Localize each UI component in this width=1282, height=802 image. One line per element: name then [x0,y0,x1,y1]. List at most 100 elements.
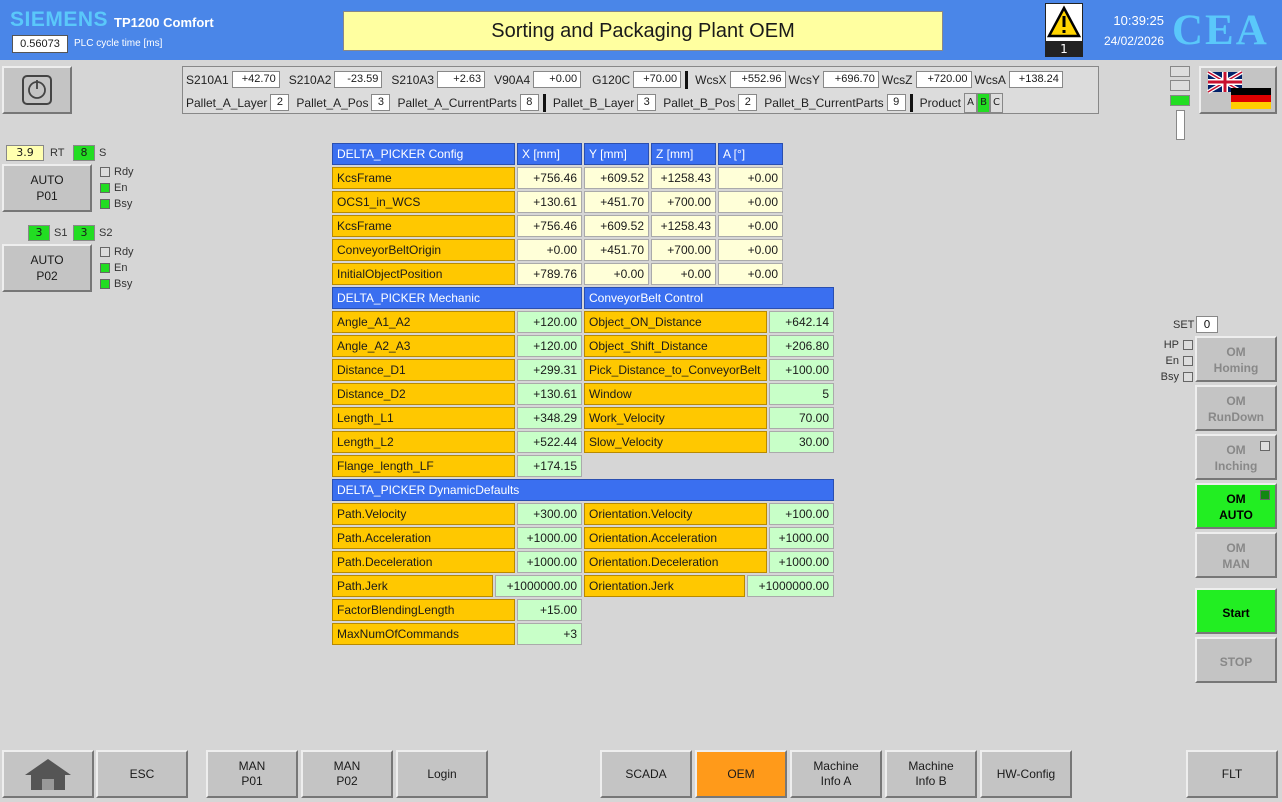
oem-button[interactable]: OEM [695,750,787,798]
dynamic-label: Orientation.Deceleration [584,551,767,573]
mechanic-label: Distance_D2 [332,383,515,405]
config-value[interactable]: +0.00 [718,167,783,189]
om-inching-button[interactable]: OM Inching [1195,434,1277,480]
machine-info-a-button[interactable]: Machine Info A [790,750,882,798]
dynamic-value[interactable]: +300.00 [517,503,582,525]
s-label: S [99,147,107,159]
config-value[interactable]: +789.76 [517,263,582,285]
config-value[interactable]: +0.00 [718,239,783,261]
man-p02-line2: P02 [336,774,358,788]
om-man-button[interactable]: OM MAN [1195,532,1277,578]
home-button[interactable] [2,750,94,798]
set-value[interactable]: 0 [1196,316,1218,333]
esc-button[interactable]: ESC [96,750,188,798]
pallet-label: Pallet_A_CurrentParts [397,95,517,110]
dynamic-value[interactable]: +100.00 [769,503,834,525]
auto-p01-button[interactable]: AUTO P01 [2,164,92,212]
config-value[interactable]: +700.00 [651,239,716,261]
conveyor-label: Work_Velocity [584,407,767,429]
mechanic-label: Flange_length_LF [332,455,515,477]
status-bar-axes: S210A1 +42.70 S210A2 -23.59 S210A3 +2.63… [183,68,1063,91]
axis-value: +0.00 [533,71,582,88]
man-p02-button[interactable]: MAN P02 [301,750,393,798]
s1-value: 3 [28,225,50,241]
config-value[interactable]: +0.00 [718,263,783,285]
config-value[interactable]: +756.46 [517,167,582,189]
product-a[interactable]: A [964,92,978,113]
config-value[interactable]: +451.70 [584,239,649,261]
config-value[interactable]: +0.00 [651,263,716,285]
config-value[interactable]: +700.00 [651,191,716,213]
config-value[interactable]: +1258.43 [651,215,716,237]
conveyor-value[interactable]: +100.00 [769,359,834,381]
dynamic-value[interactable]: +1000000.00 [495,575,582,597]
mechanic-value[interactable]: +120.00 [517,335,582,357]
om-auto-line1: OM [1226,492,1246,506]
axis-value: +42.70 [231,71,280,88]
stop-button[interactable]: STOP [1195,637,1277,683]
dynamic-value[interactable]: +1000.00 [769,551,834,573]
config-value[interactable]: +609.52 [584,215,649,237]
conveyor-value[interactable]: +642.14 [769,311,834,333]
mechanic-value[interactable]: +348.29 [517,407,582,429]
mechanic-value[interactable]: +174.15 [517,455,582,477]
en-led [100,263,110,273]
start-button[interactable]: Start [1195,588,1277,634]
om-homing-line1: OM [1226,345,1246,359]
s2-value: 3 [73,225,95,241]
mechanic-value[interactable]: +130.61 [517,383,582,405]
bsy-label: Bsy [1160,371,1179,383]
conveyor-value[interactable]: 70.00 [769,407,834,429]
dynamic-value[interactable]: +1000.00 [769,527,834,549]
config-value[interactable]: +0.00 [584,263,649,285]
auto-p01-line1: AUTO [30,173,64,187]
auto-p02-button[interactable]: AUTO P02 [2,244,92,292]
config-value[interactable]: +0.00 [517,239,582,261]
hw-config-button[interactable]: HW-Config [980,750,1072,798]
pallet-value: 9 [886,94,906,111]
conveyor-value[interactable]: +206.80 [769,335,834,357]
man-p01-button[interactable]: MAN P01 [206,750,298,798]
separator [685,70,689,89]
power-button[interactable] [2,66,72,114]
conveyor-value[interactable]: 30.00 [769,431,834,453]
mechanic-value[interactable]: +299.31 [517,359,582,381]
brand-logo: SIEMENS [10,8,109,31]
dynamic-value[interactable]: +15.00 [517,599,582,621]
axis-value: +70.00 [633,71,682,88]
product-c[interactable]: C [990,92,1004,113]
conveyor-header: ConveyorBelt Control [584,287,834,309]
om-homing-button[interactable]: OM Homing [1195,336,1277,382]
config-value[interactable]: +0.00 [718,215,783,237]
config-value[interactable]: +451.70 [584,191,649,213]
dynamic-value[interactable]: +1000.00 [517,527,582,549]
language-button[interactable] [1199,66,1277,114]
dynamic-value[interactable]: +1000.00 [517,551,582,573]
mechanic-value[interactable]: +522.44 [517,431,582,453]
config-value[interactable]: +1258.43 [651,167,716,189]
conveyor-value[interactable]: 5 [769,383,834,405]
config-value[interactable]: +0.00 [718,191,783,213]
config-value[interactable]: +756.46 [517,215,582,237]
om-rundown-button[interactable]: OM RunDown [1195,385,1277,431]
om-inching-line2: Inching [1214,459,1258,473]
config-value[interactable]: +130.61 [517,191,582,213]
dynamic-label: Orientation.Jerk [584,575,745,597]
dynamic-label: Path.Acceleration [332,527,515,549]
config-col-x: X [mm] [517,143,582,165]
dynamic-value[interactable]: +3 [517,623,582,645]
flt-button[interactable]: FLT [1186,750,1278,798]
man-p01-line2: P01 [241,774,263,788]
scada-button[interactable]: SCADA [600,750,692,798]
product-b[interactable]: B [977,92,991,113]
pallet-label: Pallet_B_CurrentParts [764,95,884,110]
indicator-3 [1170,95,1190,106]
slider-handle[interactable] [1176,110,1185,140]
config-value[interactable]: +609.52 [584,167,649,189]
om-auto-button[interactable]: OM AUTO [1195,483,1277,529]
login-button[interactable]: Login [396,750,488,798]
dynamic-value[interactable]: +1000000.00 [747,575,834,597]
machine-info-b-button[interactable]: Machine Info B [885,750,977,798]
om-homing-line2: Homing [1213,361,1259,375]
mechanic-value[interactable]: +120.00 [517,311,582,333]
